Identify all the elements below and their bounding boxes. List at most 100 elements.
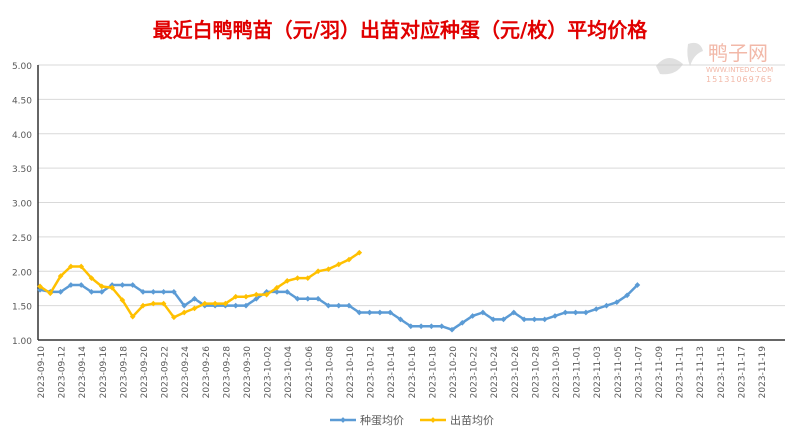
- x-tick-label: 2023-10-12: [367, 346, 377, 398]
- data-point: [562, 309, 569, 316]
- data-point: [397, 316, 404, 323]
- x-tick-label: 2023-10-16: [408, 346, 418, 399]
- x-tick-label: 2023-09-16: [99, 346, 109, 399]
- data-point: [119, 297, 126, 303]
- data-point: [98, 289, 105, 295]
- data-point: [284, 278, 291, 284]
- x-tick-label: 2023-11-17: [737, 346, 747, 398]
- data-point: [88, 289, 95, 295]
- data-point: [593, 306, 600, 312]
- data-point: [171, 314, 177, 321]
- data-point: [521, 316, 527, 323]
- data-point: [129, 282, 136, 288]
- x-tick-label: 2023-10-06: [305, 346, 315, 399]
- data-point: [191, 295, 198, 302]
- x-tick-label: 2023-11-09: [655, 346, 665, 399]
- y-tick-label: 1.50: [12, 303, 32, 313]
- x-tick-label: 2023-11-11: [676, 346, 686, 398]
- data-point: [490, 316, 497, 323]
- data-point: [304, 295, 311, 302]
- x-tick-label: 2023-09-10: [37, 346, 47, 399]
- x-tick-label: 2023-09-28: [222, 346, 232, 399]
- x-tick-label: 2023-09-26: [202, 346, 212, 399]
- data-point: [418, 323, 424, 330]
- chart-title: 最近白鸭鸭苗（元/羽）出苗对应种蛋（元/枚）平均价格: [152, 18, 648, 42]
- legend-label: 出苗均价: [450, 413, 494, 427]
- data-point: [449, 326, 455, 333]
- data-point: [438, 323, 445, 330]
- data-point: [150, 289, 157, 295]
- x-tick-label: 2023-10-08: [325, 346, 335, 399]
- data-point: [243, 302, 249, 309]
- y-tick-label: 5.00: [12, 62, 32, 72]
- data-point: [232, 302, 239, 309]
- data-point: [274, 284, 280, 291]
- x-tick-label: 2023-10-18: [428, 346, 438, 399]
- data-point: [377, 309, 383, 316]
- watermark-brand: 鸭子网: [708, 41, 768, 65]
- x-tick-label: 2023-09-22: [161, 346, 171, 398]
- data-point: [253, 295, 260, 302]
- legend-label: 种蛋均价: [360, 413, 404, 427]
- data-point: [232, 293, 239, 300]
- data-point: [222, 300, 229, 307]
- data-point: [98, 283, 105, 290]
- data-point: [583, 309, 589, 316]
- data-point: [572, 309, 579, 316]
- data-point: [315, 295, 321, 302]
- data-point: [253, 291, 260, 298]
- data-point: [68, 282, 74, 288]
- watermark-url: WWW.INTEDC.COM: [706, 66, 773, 74]
- x-tick-label: 2023-11-03: [593, 346, 603, 398]
- data-point: [284, 289, 291, 295]
- x-tick-label: 2023-10-10: [346, 346, 356, 399]
- x-tick-label: 2023-11-19: [758, 346, 768, 399]
- data-point: [68, 263, 74, 270]
- data-point: [160, 289, 167, 295]
- data-point: [315, 268, 321, 275]
- y-tick-label: 2.00: [12, 268, 32, 278]
- x-tick-label: 2023-09-24: [181, 346, 191, 399]
- x-tick-label: 2023-11-15: [717, 346, 727, 398]
- data-point: [140, 302, 146, 309]
- data-point: [459, 319, 466, 326]
- data-point: [469, 313, 476, 319]
- x-tick-label: 2023-10-20: [449, 346, 459, 399]
- x-tick-label: 2023-10-30: [552, 346, 562, 399]
- x-tick-label: 2023-10-26: [511, 346, 521, 399]
- data-point: [335, 261, 342, 268]
- data-point: [387, 309, 394, 316]
- data-point: [510, 309, 517, 316]
- data-point: [212, 300, 218, 307]
- data-point: [304, 275, 311, 281]
- x-tick-label: 2023-11-05: [614, 346, 624, 398]
- data-point: [325, 266, 332, 273]
- data-point: [160, 300, 167, 307]
- data-point: [140, 289, 146, 295]
- x-tick-label: 2023-11-13: [696, 346, 706, 398]
- x-tick-label: 2023-10-02: [264, 346, 274, 398]
- data-point: [335, 302, 342, 309]
- legend-marker: [430, 417, 436, 423]
- x-tick-label: 2023-10-24: [490, 346, 500, 399]
- data-point: [624, 292, 630, 299]
- data-point: [552, 313, 558, 319]
- data-point: [150, 300, 157, 307]
- data-point: [366, 309, 373, 316]
- data-point: [294, 275, 301, 281]
- x-tick-label: 2023-09-30: [243, 346, 253, 399]
- x-tick-label: 2023-10-28: [531, 346, 541, 399]
- data-point: [407, 323, 414, 330]
- data-point: [500, 316, 507, 323]
- y-tick-label: 4.50: [12, 96, 32, 106]
- x-tick-label: 2023-09-12: [58, 346, 68, 398]
- data-point: [181, 302, 188, 309]
- data-point: [325, 302, 332, 309]
- data-point: [181, 309, 188, 316]
- legend-marker: [340, 417, 346, 423]
- data-point: [88, 275, 95, 281]
- series-line-1: [39, 251, 360, 319]
- data-point: [274, 289, 280, 295]
- data-point: [109, 284, 115, 291]
